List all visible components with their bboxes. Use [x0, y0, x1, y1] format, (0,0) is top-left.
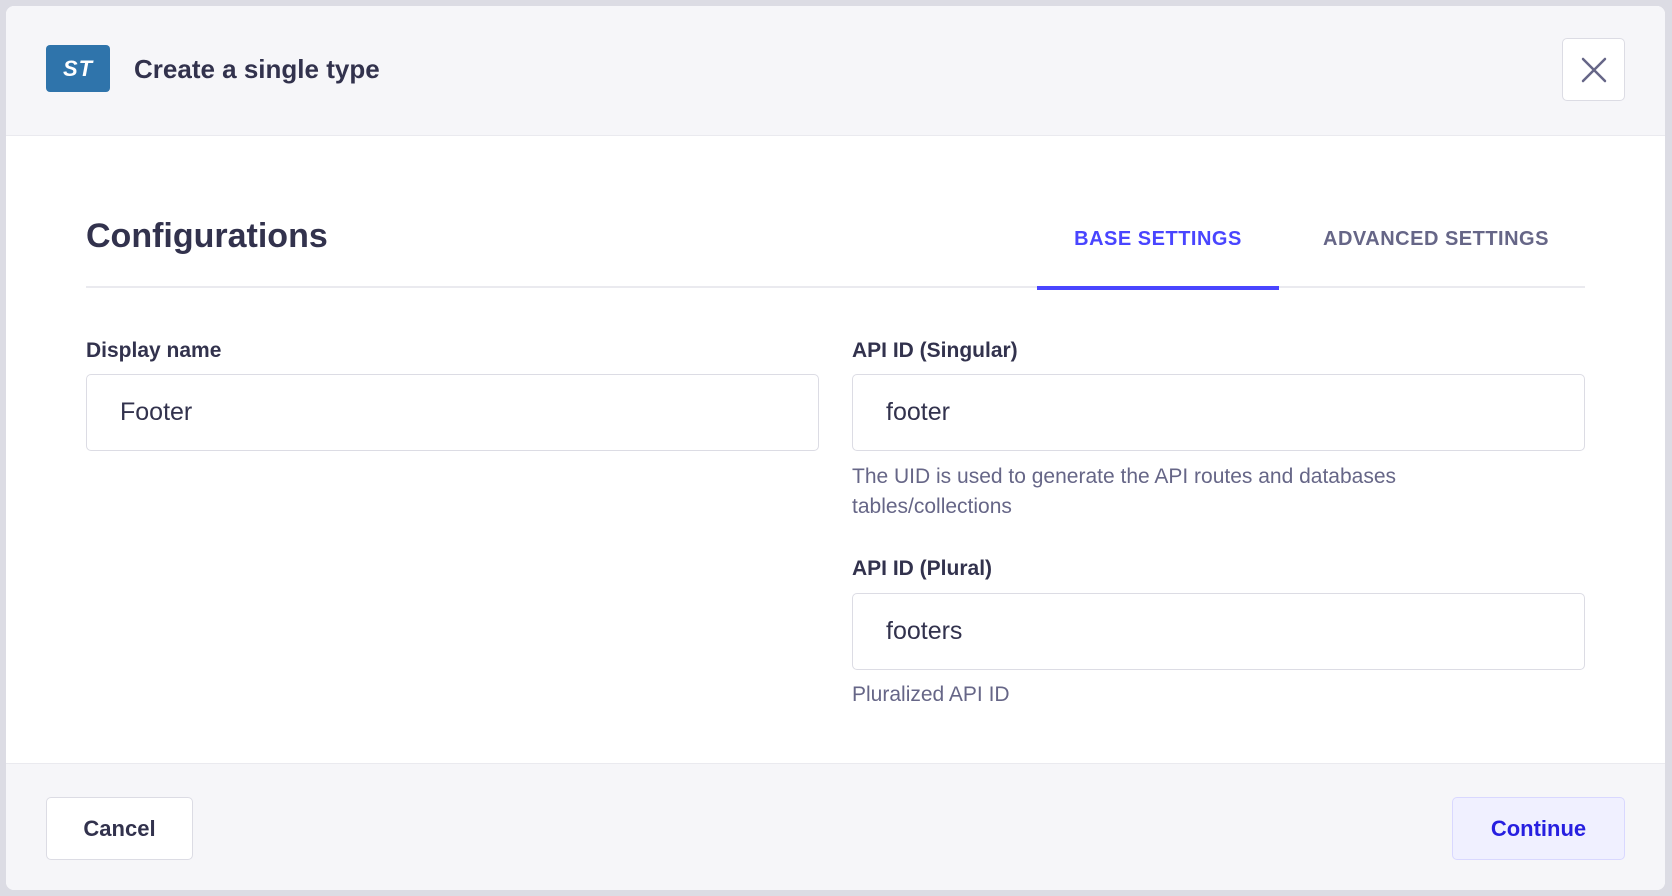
- single-type-badge: ST: [46, 45, 110, 92]
- close-icon: [1581, 57, 1606, 82]
- api-id-plural-hint: Pluralized API ID: [852, 683, 1010, 706]
- cancel-button[interactable]: Cancel: [46, 797, 193, 860]
- create-single-type-modal: ST Create a single type Configurations B…: [6, 6, 1665, 890]
- modal-title: Create a single type: [134, 54, 380, 84]
- settings-tabs: BASE SETTINGS ADVANCED SETTINGS: [86, 206, 1585, 290]
- api-id-plural-input[interactable]: footers: [852, 593, 1585, 670]
- section-heading: Configurations: [86, 217, 328, 255]
- api-id-singular-label: API ID (Singular): [852, 339, 1018, 362]
- continue-button[interactable]: Continue: [1452, 797, 1625, 860]
- tab-advanced-settings[interactable]: ADVANCED SETTINGS: [1323, 228, 1549, 250]
- api-id-singular-input[interactable]: footer: [852, 374, 1585, 451]
- display-name-label: Display name: [86, 339, 222, 362]
- modal-footer: Cancel Continue: [6, 763, 1665, 890]
- display-name-input[interactable]: Footer: [86, 374, 819, 451]
- close-button[interactable]: [1562, 38, 1625, 101]
- api-id-plural-label: API ID (Plural): [852, 557, 993, 580]
- tab-base-settings[interactable]: BASE SETTINGS: [1037, 228, 1279, 290]
- api-id-singular-hint: The UID is used to generate the API rout…: [852, 465, 1397, 518]
- modal-header: ST Create a single type: [6, 6, 1665, 136]
